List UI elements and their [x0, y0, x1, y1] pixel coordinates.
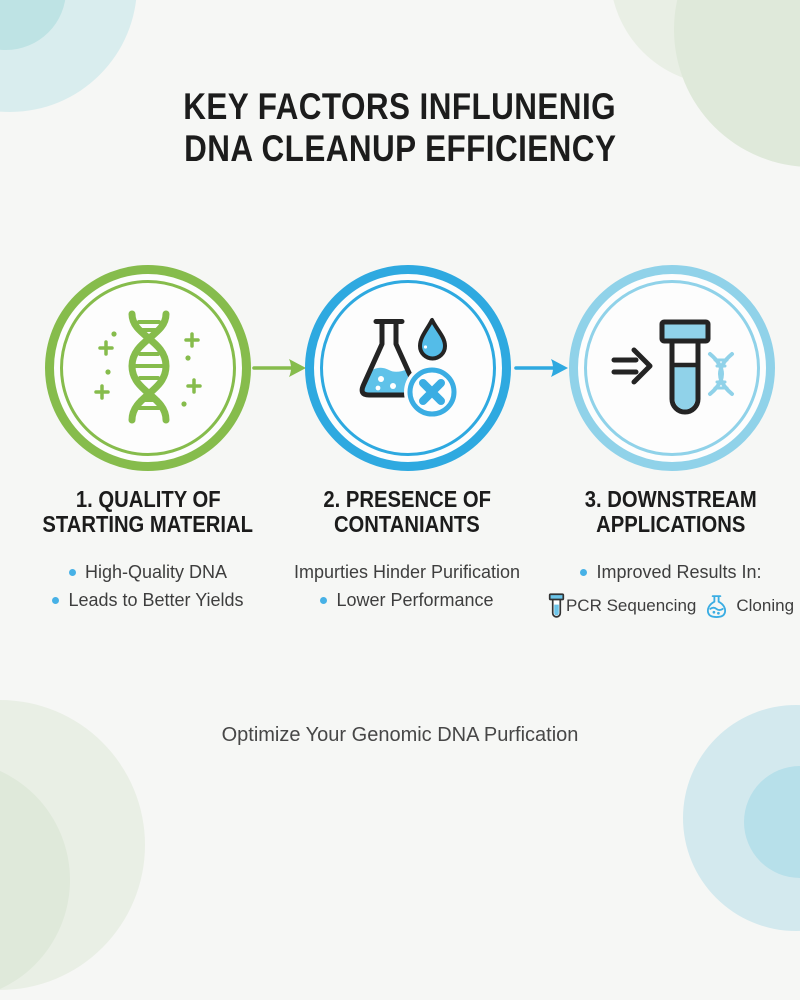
- factor-1-bullets: High-Quality DNA Leads to Better Yields: [18, 558, 278, 614]
- list-item: Improved Results In:: [540, 558, 800, 586]
- mini-dna-icon: [708, 352, 734, 396]
- bullet-text: Impurties Hinder Purification: [293, 561, 521, 582]
- bullet-dot: [52, 596, 60, 604]
- dna-helix-icon: [94, 310, 202, 424]
- factor-1-text-block: 1. QUALITY OF STARTING MATERIAL High-Qua…: [18, 487, 278, 614]
- factor-3-heading: 3. DOWNSTREAM APPLICATIONS: [540, 487, 800, 537]
- factor-1-heading-line1: 1. QUALITY OF: [75, 486, 221, 512]
- footer-tagline: Optimize Your Genomic DNA Purfication: [221, 724, 579, 746]
- bullet-dot: [68, 568, 76, 576]
- bullet-dot: [320, 596, 328, 604]
- factor-2-bullets: Impurties Hinder Purification Lower Perf…: [278, 558, 536, 614]
- factor-3-heading-line2: APPLICATIONS: [596, 511, 746, 537]
- flask-small-icon: [707, 594, 727, 618]
- factor-2-heading-line1: 2. PRESENCE OF: [323, 486, 491, 512]
- application-label: PCR Sequencing: [565, 596, 697, 615]
- title-line-1: KEY FACTORS INFLUNENIG: [183, 86, 617, 127]
- factor-2-circle: [305, 265, 511, 471]
- bullet-text: Lower Performance: [336, 589, 494, 610]
- x-badge-halo: [404, 364, 460, 420]
- list-item: Impurties Hinder Purification: [278, 558, 536, 586]
- double-arrow-icon: [611, 357, 639, 375]
- title-line-2: DNA CLEANUP EFFICIENCY: [183, 128, 617, 170]
- factor-2-heading: 2. PRESENCE OF CONTANIANTS: [278, 487, 536, 537]
- bullet-text: High-Quality DNA: [84, 561, 228, 582]
- test-tube-small-icon: [548, 592, 565, 618]
- applications-row: PCR Sequencing Cloning: [540, 591, 800, 621]
- list-item: Leads to Better Yields: [18, 586, 278, 614]
- factor-1-heading-line2: STARTING MATERIAL: [42, 511, 254, 537]
- bullet-text: Leads to Better Yields: [68, 589, 244, 610]
- factor-3-circle: [569, 265, 775, 471]
- application-label: Cloning: [736, 596, 795, 615]
- bullet-dot: [580, 568, 588, 576]
- factor-3-bullets: Improved Results In: PCR Sequencing Clon…: [540, 558, 800, 621]
- list-item: High-Quality DNA: [18, 558, 278, 586]
- page-title: KEY FACTORS INFLUNENIG DNA CLEANUP EFFIC…: [0, 86, 800, 170]
- factor-1-heading: 1. QUALITY OF STARTING MATERIAL: [18, 487, 278, 537]
- factor-1-circle: [45, 265, 251, 471]
- bullet-text: Improved Results In:: [596, 561, 762, 582]
- list-item: Lower Performance: [278, 586, 536, 614]
- factor-2-text-block: 2. PRESENCE OF CONTANIANTS Impurties Hin…: [278, 487, 536, 614]
- factor-3-text-block: 3. DOWNSTREAM APPLICATIONS Improved Resu…: [540, 487, 800, 621]
- factor-2-heading-line2: CONTANIANTS: [334, 511, 480, 537]
- factor-3-heading-line1: 3. DOWNSTREAM: [584, 486, 758, 512]
- flask-contaminant-icon: [359, 318, 460, 420]
- test-tube-dna-icon: [611, 319, 734, 415]
- arrow-right-icon-green: [252, 359, 306, 377]
- arrow-right-icon-blue: [514, 359, 568, 377]
